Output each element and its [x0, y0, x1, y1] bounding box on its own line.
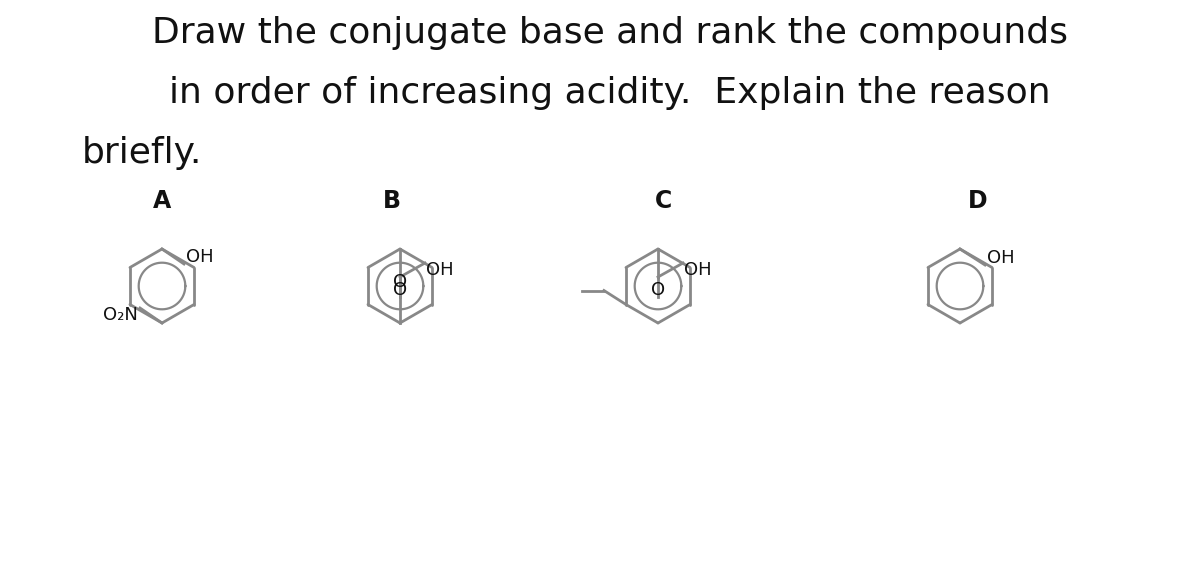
Text: O: O	[650, 281, 665, 299]
Text: O: O	[392, 273, 407, 291]
Text: A: A	[152, 189, 172, 213]
Text: D: D	[968, 189, 988, 213]
Text: OH: OH	[186, 248, 214, 266]
Text: Draw the conjugate base and rank the compounds: Draw the conjugate base and rank the com…	[152, 16, 1068, 50]
Text: OH: OH	[986, 249, 1015, 267]
Text: C: C	[654, 189, 672, 213]
Text: OH: OH	[426, 261, 454, 279]
Text: B: B	[383, 189, 401, 213]
Text: in order of increasing acidity.  Explain the reason: in order of increasing acidity. Explain …	[169, 76, 1051, 110]
Text: OH: OH	[684, 261, 712, 279]
Text: briefly.: briefly.	[82, 136, 203, 170]
Text: O₂N: O₂N	[103, 306, 138, 324]
Text: O: O	[392, 281, 407, 299]
